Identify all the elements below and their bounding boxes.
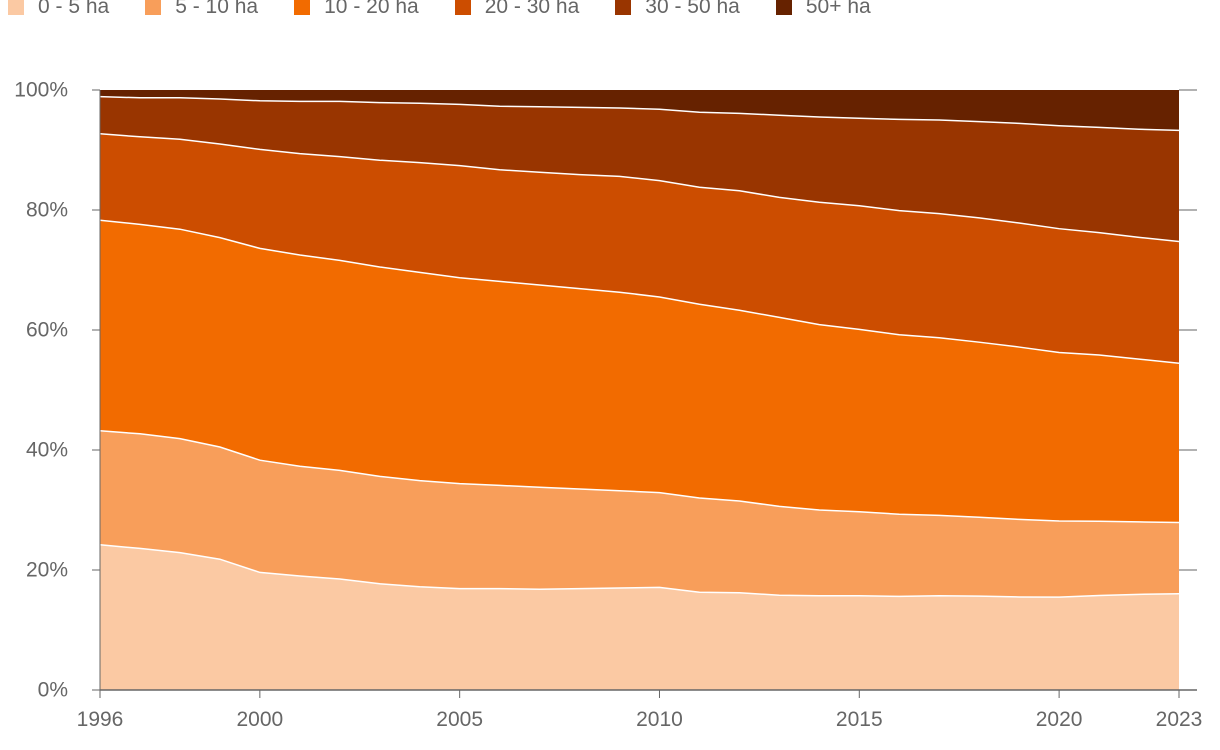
- y-tick-label: 0%: [38, 679, 68, 702]
- y-tick-label: 40%: [26, 439, 68, 462]
- legend-item: 5 - 10 ha: [145, 0, 258, 19]
- y-tick-label: 80%: [26, 199, 68, 222]
- x-tick-label: 2005: [436, 708, 483, 731]
- legend-swatch: [145, 0, 162, 15]
- x-tick-label: 1996: [77, 708, 124, 731]
- area-10-20-ha: [100, 220, 1179, 523]
- legend-item: 10 - 20 ha: [294, 0, 419, 19]
- x-tick-label: 2000: [236, 708, 283, 731]
- area-5-10-ha: [100, 430, 1179, 598]
- legend-swatch: [294, 0, 311, 15]
- legend-swatch: [8, 0, 24, 15]
- area-layers: [99, 90, 1180, 690]
- x-tick-label: 2023: [1156, 708, 1203, 731]
- legend-label: 20 - 30 ha: [484, 0, 580, 18]
- series-boundary-line: [99, 133, 1180, 243]
- chart-legend: 0 - 5 ha 5 - 10 ha 10 - 20 ha 20 - 30 ha 30 …: [8, 0, 907, 22]
- legend-swatch: [454, 0, 471, 15]
- legend-label: 0 - 5 ha: [38, 0, 110, 18]
- x-tick-label: 2020: [1036, 708, 1083, 731]
- y-tick-label: 20%: [26, 559, 68, 582]
- series-boundary-line: [99, 95, 1180, 132]
- y-tick-label: 60%: [26, 319, 68, 342]
- area-50-ha: [100, 90, 1179, 131]
- series-boundary-line: [99, 544, 1180, 598]
- area-0-5-ha: [100, 544, 1179, 690]
- legend-label: 50+ ha: [805, 0, 871, 18]
- area-30-50-ha: [100, 96, 1179, 242]
- legend-item: 50+ ha: [775, 0, 871, 19]
- series-boundary-line: [99, 219, 1180, 365]
- x-tick-label: 2015: [836, 708, 883, 731]
- legend-label: 30 - 50 ha: [645, 0, 740, 18]
- legend-swatch: [775, 0, 792, 15]
- x-tick-label: 2010: [636, 708, 683, 731]
- legend-label: 10 - 20 ha: [324, 0, 419, 18]
- y-tick-label: 100%: [14, 79, 68, 102]
- legend-swatch: [615, 0, 632, 15]
- legend-item: 20 - 30 ha: [454, 0, 580, 19]
- legend-item: 30 - 50 ha: [615, 0, 740, 19]
- legend-label: 5 - 10 ha: [175, 0, 259, 18]
- legend-item: 0 - 5 ha: [8, 0, 109, 19]
- series-boundary-line: [99, 430, 1180, 524]
- area-20-30-ha: [100, 133, 1179, 364]
